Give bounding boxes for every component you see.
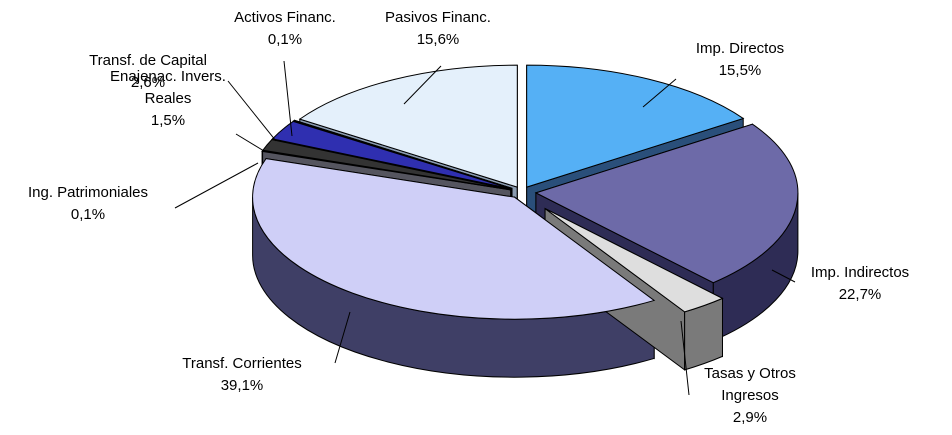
slice-label-5-line-0: Enajenac. Invers. (110, 68, 226, 85)
leader-line-7 (283, 60, 293, 137)
slice-tops (252, 64, 799, 320)
slice-8 (298, 64, 518, 188)
slice-label-7: Activos Financ. 0,1% (234, 9, 336, 48)
leader-line-0 (642, 78, 677, 108)
slice-label-3-line-0: Transf. Corrientes (182, 355, 301, 372)
slice-label-5: Enajenac. Invers. Reales 1,5% (110, 68, 226, 129)
slice-label-2-line-0: Tasas y Otros (704, 365, 796, 382)
leader-line-5 (235, 133, 265, 152)
slice-label-8-line-1: 15,6% (417, 31, 460, 48)
slice-label-5-line-2: 1,5% (151, 112, 185, 129)
slice-label-4: Ing. Patrimoniales 0,1% (28, 184, 148, 223)
slice-label-3: Transf. Corrientes 39,1% (182, 355, 301, 394)
leader-line-6 (227, 80, 277, 142)
slice-label-6-line-1: 2,6% (131, 74, 165, 91)
leader-line-8 (403, 65, 442, 105)
slice-labels: Imp. Directos 15,5% Imp. Indirectos 22,7% Ta… (28, 9, 909, 426)
slice-label-4-line-0: Ing. Patrimoniales (28, 184, 148, 201)
slice-label-6: Transf. de Capital 2,6% (89, 52, 207, 91)
slice-label-1-line-0: Imp. Indirectos (811, 264, 909, 281)
slice-label-1-line-1: 22,7% (839, 286, 882, 303)
leader-line-2 (680, 320, 690, 396)
leader-lines (174, 60, 796, 396)
slice-label-6-line-0: Transf. de Capital (89, 52, 207, 69)
slice-3 (252, 158, 656, 320)
slice-label-2-line-1: Ingresos (721, 387, 779, 404)
slice-0 (526, 64, 745, 188)
slice-label-5-line-1: Reales (145, 90, 192, 107)
slice-1 (534, 123, 799, 284)
slice-label-2: Tasas y Otros Ingresos 2,9% (704, 365, 796, 426)
slice-label-7-line-0: Activos Financ. (234, 9, 336, 26)
leader-line-4 (174, 162, 259, 209)
slice-label-0: Imp. Directos 15,5% (696, 40, 784, 79)
slice-label-8: Pasivos Financ. 15,6% (385, 9, 491, 48)
slice-label-3-line-1: 39,1% (221, 377, 264, 394)
leader-line-1 (771, 269, 796, 283)
slice-label-8-line-0: Pasivos Financ. (385, 9, 491, 26)
slice-label-7-line-1: 0,1% (268, 31, 302, 48)
slice-2 (544, 208, 724, 313)
slice-label-0-line-1: 15,5% (719, 62, 762, 79)
slice-7 (292, 119, 513, 189)
slice-6 (271, 120, 512, 190)
slice-label-2-line-2: 2,9% (733, 409, 767, 426)
leader-line-3 (334, 311, 351, 364)
slice-label-4-line-1: 0,1% (71, 206, 105, 223)
slice-label-0-line-0: Imp. Directos (696, 40, 784, 57)
slice-label-1: Imp. Indirectos 22,7% (811, 264, 909, 303)
